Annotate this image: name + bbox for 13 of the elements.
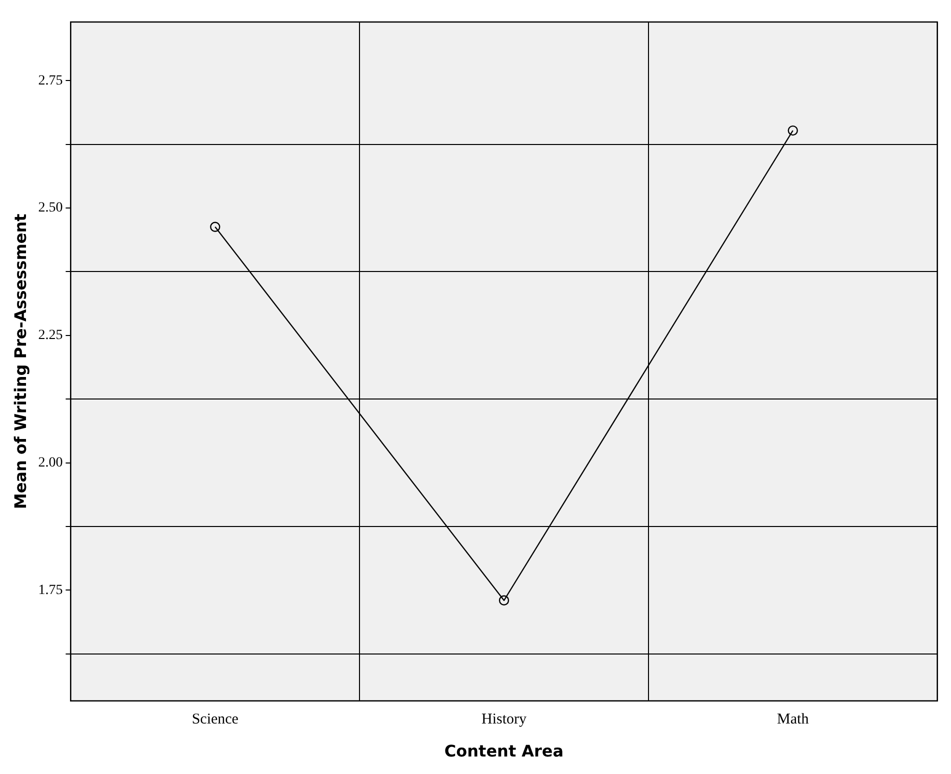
y-tick-label: 2.00 [38, 455, 63, 470]
x-tick-label: Science [192, 712, 239, 728]
x-tick-label: History [482, 712, 527, 728]
x-tick-label: Math [777, 712, 810, 728]
y-axis-title: Mean of Writing Pre-Assessment [10, 213, 30, 510]
point [788, 125, 798, 136]
point [498, 595, 510, 606]
y-tick-label: 2.75 [38, 73, 63, 88]
x-axis-title: Content Area [444, 742, 564, 761]
point [210, 222, 220, 232]
y-tick-label: 2.25 [38, 328, 63, 344]
y-tick-label: 1.75 [38, 582, 63, 598]
y-tick-label: 2.50 [38, 200, 63, 216]
